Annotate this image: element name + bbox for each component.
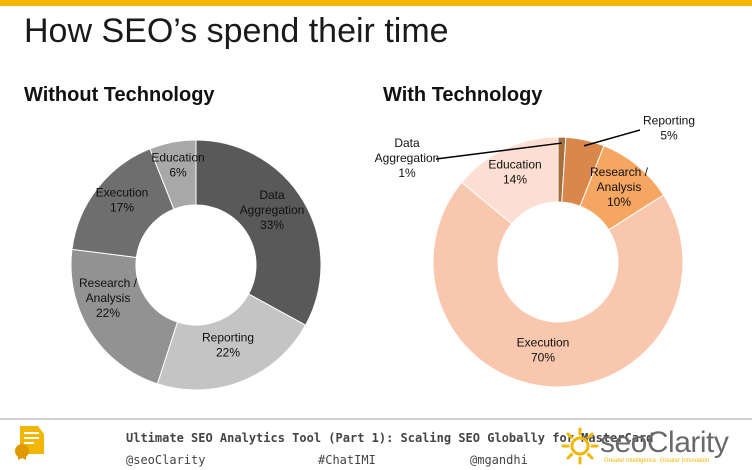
chart1-label-research-analysis: Research / Analysis 22% <box>79 276 138 320</box>
chart2-callout-line-0 <box>435 142 562 160</box>
chart2-label-education: Education 14% <box>488 158 541 187</box>
footer-twitter-handle-company: @seoClarity <box>126 453 206 467</box>
chart1-slice-research-analysis <box>70 248 179 385</box>
chart1-label-reporting: Reporting 22% <box>202 331 254 360</box>
chart1-label-data-aggregation: Data Aggregation 33% <box>240 188 305 232</box>
certificate-icon <box>15 426 44 460</box>
top-accent-bar <box>0 0 752 6</box>
brand-logo: seoClarity Greater Intelligence, Greater… <box>560 426 750 466</box>
footer-divider <box>0 418 752 420</box>
chart2-label-research-analysis: Research / Analysis 10% <box>590 165 649 209</box>
footer-hashtag: #ChatIMI <box>318 453 376 467</box>
chart2-slice-education <box>460 136 559 225</box>
chart2-slice-execution <box>432 181 684 388</box>
footer-presentation-title: Ultimate SEO Analytics Tool (Part 1): Sc… <box>126 431 654 445</box>
chart1-slice-execution <box>71 148 175 259</box>
slide-title: How SEO’s spend their time <box>24 12 449 50</box>
chart1-label-execution: Execution 17% <box>96 186 149 215</box>
chart1-slice-data-aggregation <box>195 139 322 326</box>
brand-tagline: Greater Intelligence, Greater Innovation <box>604 458 710 464</box>
chart2-label-reporting: Reporting 5% <box>643 114 695 143</box>
chart1-label-education: Education 6% <box>151 151 204 180</box>
chart-title-without-technology: Without Technology <box>24 84 215 106</box>
brand-name: seoClarity <box>600 426 729 459</box>
footer-twitter-handle-speaker: @mgandhi <box>470 453 528 467</box>
chart1-slice-reporting <box>156 293 307 391</box>
chart-title-with-technology: With Technology <box>383 84 543 106</box>
chart2-label-execution: Execution 70% <box>517 336 570 365</box>
sun-icon <box>561 427 599 465</box>
chart2-label-data-aggregation: Data Aggregation 1% <box>375 136 440 180</box>
chart1-slice-education <box>149 139 197 210</box>
chart2-callout-line-1 <box>583 129 641 147</box>
